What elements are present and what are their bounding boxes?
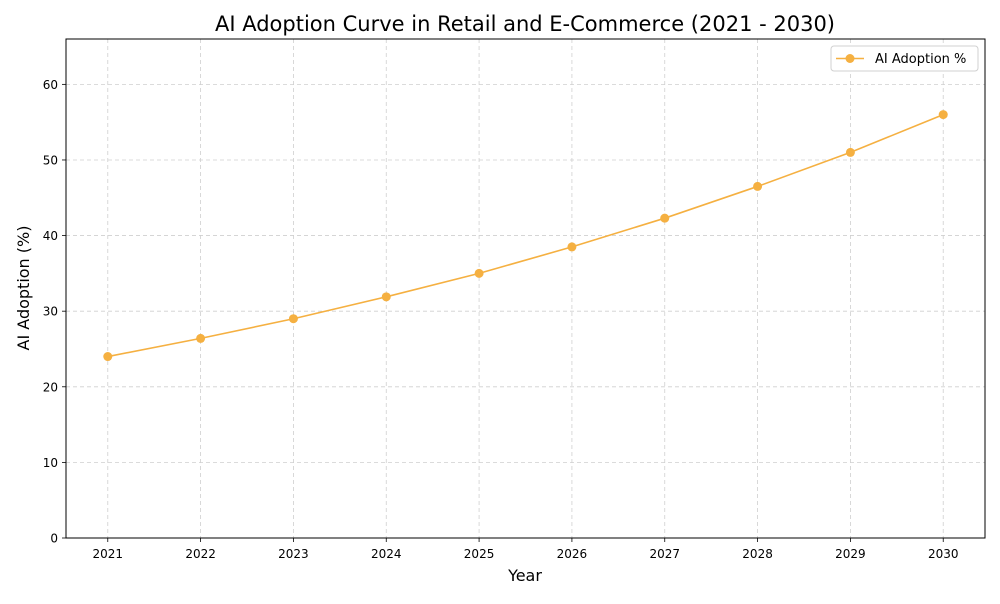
plot-frame bbox=[65, 38, 986, 539]
y-tick-label: 40 bbox=[43, 229, 58, 243]
data-point-2030 bbox=[938, 110, 948, 120]
data-point-2026 bbox=[567, 242, 577, 252]
x-tick-label: 2021 bbox=[92, 547, 123, 561]
data-point-2028 bbox=[753, 181, 763, 191]
x-tick-label: 2026 bbox=[557, 547, 588, 561]
y-tick-label: 60 bbox=[43, 78, 58, 92]
chart-title: AI Adoption Curve in Retail and E-Commer… bbox=[215, 12, 835, 36]
y-tick-label: 20 bbox=[43, 380, 58, 394]
legend-box bbox=[830, 45, 979, 72]
data-point-2029 bbox=[845, 147, 855, 157]
x-tick-label: 2028 bbox=[742, 547, 773, 561]
y-tick-label: 50 bbox=[43, 153, 58, 167]
x-tick-label: 2023 bbox=[278, 547, 309, 561]
legend: AI Adoption % bbox=[830, 45, 979, 72]
x-tick-label: 2030 bbox=[928, 547, 959, 561]
x-tick-label: 2022 bbox=[185, 547, 216, 561]
data-point-2027 bbox=[660, 213, 670, 223]
x-tick-label: 2027 bbox=[649, 547, 680, 561]
series-line bbox=[107, 113, 944, 358]
y-tick-label: 0 bbox=[50, 532, 58, 546]
data-point-2021 bbox=[103, 352, 113, 362]
data-point-2024 bbox=[381, 292, 391, 302]
x-tick-label: 2029 bbox=[835, 547, 866, 561]
data-point-2023 bbox=[288, 314, 298, 324]
x-axis-label: Year bbox=[507, 566, 542, 585]
data-point-2025 bbox=[474, 268, 484, 278]
x-tick-label: 2025 bbox=[464, 547, 495, 561]
y-axis-label: AI Adoption (%) bbox=[14, 226, 33, 351]
legend-label: AI Adoption % bbox=[875, 52, 966, 67]
y-tick-label: 30 bbox=[43, 305, 58, 319]
legend-marker bbox=[845, 54, 855, 63]
x-tick-label: 2024 bbox=[371, 547, 402, 561]
data-point-2022 bbox=[196, 333, 206, 343]
y-tick-label: 10 bbox=[43, 456, 58, 470]
